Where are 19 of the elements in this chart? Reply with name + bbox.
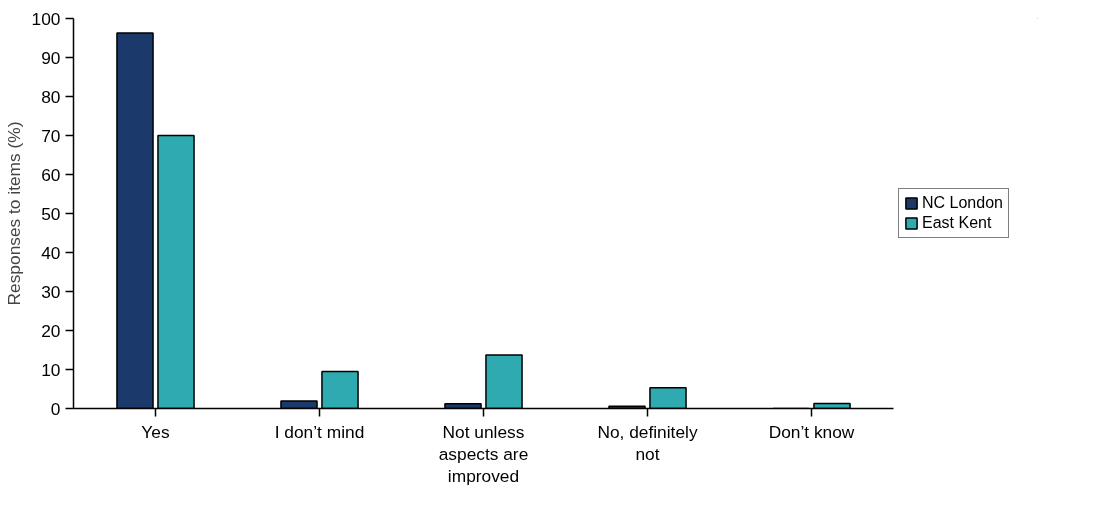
y-tick-label: 30 (41, 281, 61, 302)
y-tick-label: 40 (41, 242, 61, 263)
y-tick-label: 50 (41, 203, 61, 224)
x-tick-label: I don’t mind (274, 421, 365, 442)
y-tick-label: 20 (41, 320, 61, 341)
y-tick-label: 10 (41, 359, 61, 380)
x-tick-label: Yes (141, 421, 170, 442)
y-tick-label: 80 (41, 86, 61, 107)
y-tick-label: 90 (41, 47, 61, 68)
y-tick-label: 60 (41, 164, 61, 185)
legend-label: NC London (922, 194, 1003, 212)
x-tick-label: No, definitely not (597, 421, 698, 464)
x-tick-label: Not unless aspects are improved (438, 421, 529, 486)
legend-label: East Kent (922, 214, 992, 232)
y-tick-label: 100 (31, 8, 61, 29)
x-tick-label: Don’t know (768, 421, 855, 442)
y-tick-label: 70 (41, 125, 61, 146)
y-axis-title: Responses to items (%) (3, 121, 24, 306)
y-tick-label: 0 (50, 398, 61, 419)
